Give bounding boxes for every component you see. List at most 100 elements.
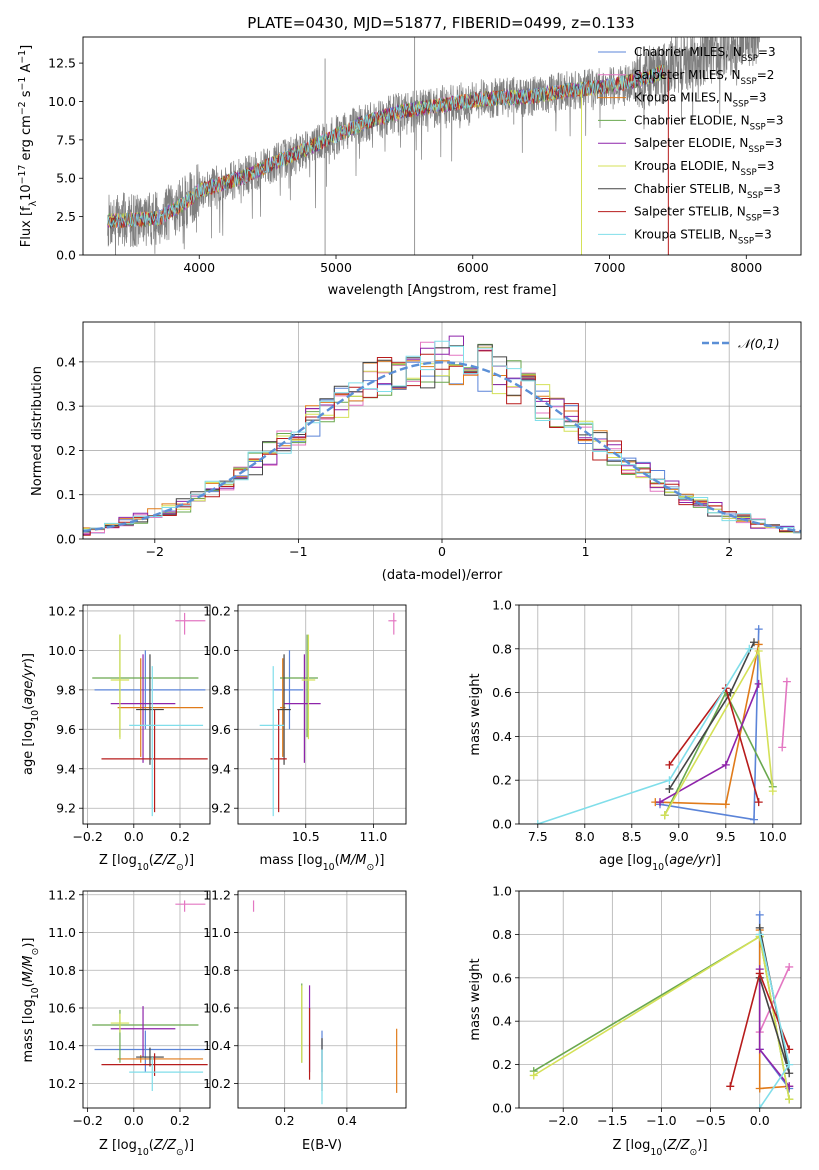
weight-marker <box>665 760 674 769</box>
weight-marker <box>755 930 764 939</box>
spectrum-xlabel: wavelength [Angstrom, rest frame] <box>328 283 557 298</box>
residuals-xtick-label: −1 <box>289 544 307 559</box>
age-vs-z-plot-area <box>83 605 210 824</box>
legend-label: Chabrier STELIB, NSSP=3 <box>634 182 781 201</box>
mass-vs-ebv-ytick-label: 10.2 <box>203 1076 231 1091</box>
legend-label: Kroupa STELIB, NSSP=3 <box>634 227 772 246</box>
weight-vs-z-ytick-label: 0.4 <box>492 1014 512 1029</box>
weight-marker <box>785 1069 794 1078</box>
spectrum-ytick-label: 2.5 <box>56 209 76 224</box>
mass-vs-ebv-ytick-label: 10.6 <box>203 1000 231 1015</box>
weight-marker <box>660 811 669 820</box>
weight-marker <box>755 1045 764 1054</box>
residuals-xtick-label: −2 <box>146 544 164 559</box>
spectrum-frame <box>82 36 802 256</box>
weight-vs-age-xtick-label: 8.5 <box>622 829 642 844</box>
weight-marker <box>721 800 730 809</box>
weight-vs-age-xlabel: age [log10(age/yr)] <box>599 853 721 873</box>
mass-vs-ebv-xtick-label: 0.4 <box>337 1113 357 1128</box>
spectrum-model-line <box>107 65 665 228</box>
age-vs-z-ytick-label: 9.2 <box>56 801 76 816</box>
weight-vs-z-plot-area <box>519 891 801 1108</box>
mass-vs-z-xtick-label: 0.0 <box>124 1113 144 1128</box>
weight-vs-age-ytick-label: 0.4 <box>492 729 512 744</box>
spectrum-model-line <box>107 64 665 228</box>
mass-vs-ebv-ytick-label: 10.4 <box>203 1038 231 1053</box>
weight-marker <box>785 962 794 971</box>
weight-vs-z-xtick-label: 0.0 <box>750 1113 770 1128</box>
mass-vs-z-plot-area <box>83 891 210 1108</box>
spectrum-xtick-label: 5000 <box>320 260 352 275</box>
normal-curve <box>83 361 801 533</box>
weight-vs-age-ytick-label: 0.0 <box>492 817 512 832</box>
spectrum-model-line <box>107 64 665 228</box>
weight-marker <box>656 798 664 807</box>
age-vs-z-ytick-label: 9.6 <box>56 722 76 737</box>
age-vs-mass-ytick-label: 9.8 <box>211 682 231 697</box>
age-vs-z-ytick-label: 9.4 <box>56 761 76 776</box>
mass-vs-z-xtick-label: 0.2 <box>170 1113 190 1128</box>
weight-vs-age-panel: 7.5 8.0 8.5 9.0 9.5 10.0 0.0 0.2 0.4 0.6 0.8 1.0 age… <box>468 598 802 873</box>
mass-vs-z-panel: −0.2 0.0 0.2 10.2 10.4 10.6 10.8 11.0 11.2 Z [log… <box>21 887 211 1158</box>
weight-vs-z-xtick-label: −1.5 <box>597 1113 627 1128</box>
age-vs-z-xtick-label: −0.2 <box>72 829 102 844</box>
weight-line <box>659 683 760 803</box>
mass-vs-z-ytick-label: 11.2 <box>48 887 76 902</box>
residuals-xtick-label: 2 <box>725 544 733 559</box>
weight-vs-age-xtick-label: 9.5 <box>716 829 736 844</box>
age-vs-z-ytick-label: 9.8 <box>56 682 76 697</box>
weight-marker <box>665 776 674 785</box>
residuals-xtick-label: 0 <box>438 544 446 559</box>
mass-vs-z-xtick-label: −0.2 <box>72 1113 102 1128</box>
weight-vs-age-frame <box>518 604 802 825</box>
weight-marker <box>754 798 763 807</box>
age-vs-z-xtick-label: 0.2 <box>170 829 190 844</box>
weight-vs-z-ytick-label: 1.0 <box>492 884 512 899</box>
age-vs-mass-ytick-label: 9.2 <box>211 801 231 816</box>
legend-label: Chabrier MILES, NSSP=3 <box>634 45 776 64</box>
residuals-frame <box>82 321 802 540</box>
weight-line <box>781 681 788 748</box>
legend-label: 𝒩(0,1) <box>738 336 780 351</box>
weight-vs-z-xtick-label: −0.5 <box>695 1113 725 1128</box>
age-vs-mass-xtick-label: 10.5 <box>292 829 320 844</box>
residuals-ytick-label: 0.4 <box>56 354 76 369</box>
weight-marker <box>768 787 777 796</box>
legend-label: Kroupa ELODIE, NSSP=3 <box>634 159 774 178</box>
residual-histogram <box>83 343 801 533</box>
spectrum-ylabel: Flux [fλ10−17 erg cm−2 s−1 A−1] <box>17 45 39 247</box>
weight-vs-age-ytick-label: 1.0 <box>492 598 512 613</box>
weight-marker <box>782 677 791 686</box>
mass-vs-ebv-ytick-label: 11.0 <box>203 925 231 940</box>
residuals-ytick-label: 0.0 <box>56 532 76 547</box>
spectrum-data-line <box>107 37 760 255</box>
mass-vs-ebv-xlabel: E(B-V) <box>302 1138 342 1153</box>
residuals-ytick-label: 0.2 <box>56 443 76 458</box>
figure-title: PLATE=0430, MJD=51877, FIBERID=0499, z=0… <box>247 14 634 32</box>
age-vs-mass-xtick-label: 11.0 <box>360 829 388 844</box>
weight-marker <box>665 784 674 793</box>
mass-vs-z-ytick-label: 10.8 <box>48 963 76 978</box>
mass-vs-z-ytick-label: 10.6 <box>48 1000 76 1015</box>
residuals-xlabel: (data-model)/error <box>382 568 503 583</box>
age-vs-mass-ytick-label: 9.4 <box>211 761 231 776</box>
age-vs-mass-ytick-label: 10.0 <box>203 643 231 658</box>
weight-vs-z-ytick-label: 0.8 <box>492 927 512 942</box>
legend-label: Salpeter ELODIE, NSSP=3 <box>634 136 782 155</box>
weight-marker <box>754 625 763 634</box>
age-vs-z-panel: −0.2 0.0 0.2 9.2 9.4 9.6 9.8 10.0 10.2 Z [log10(Z… <box>21 603 211 873</box>
weight-vs-age-ylabel: mass weight <box>468 673 483 755</box>
mass-vs-z-xlabel: Z [log10(Z/Z⊙)] <box>99 1138 194 1158</box>
spectrum-ytick-label: 5.0 <box>56 171 76 186</box>
weight-vs-age-ytick-label: 0.8 <box>492 641 512 656</box>
weight-marker <box>755 1104 764 1108</box>
age-vs-z-xlabel: Z [log10(Z/Z⊙)] <box>99 853 194 873</box>
weight-marker <box>750 815 758 824</box>
weight-vs-z-ytick-label: 0.2 <box>492 1057 512 1072</box>
mass-vs-z-ytick-label: 10.2 <box>48 1076 76 1091</box>
spectrum-xtick-label: 4000 <box>183 260 215 275</box>
weight-marker <box>721 760 730 769</box>
mass-vs-z-ytick-label: 10.4 <box>48 1038 76 1053</box>
residuals-panel: −2 −1 0 1 2 0.0 0.1 0.2 0.3 0.4 𝒩(0,1) (data-model)… <box>30 321 802 583</box>
